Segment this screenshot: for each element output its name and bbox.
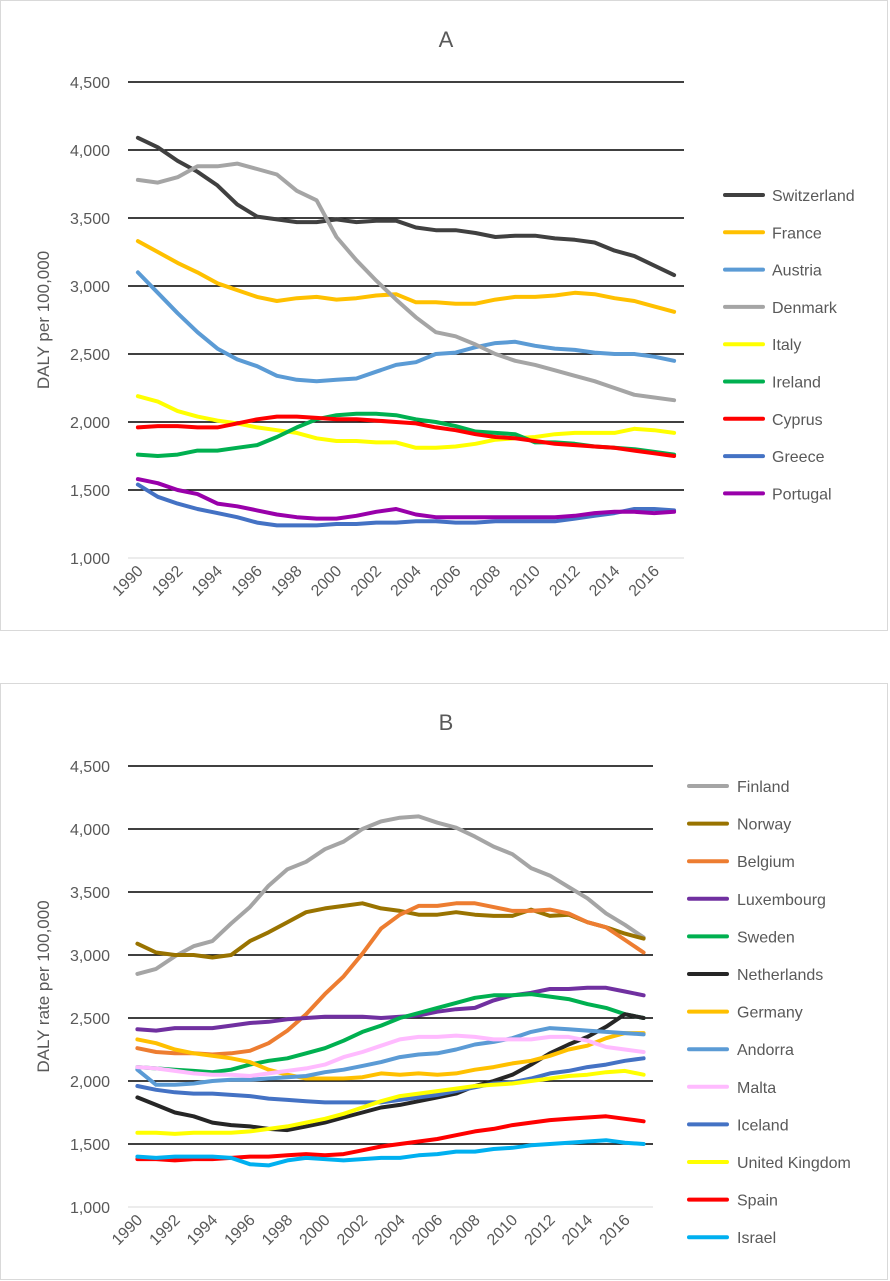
y-tick-label: 3,000 xyxy=(70,948,110,965)
y-tick-label: 3,500 xyxy=(70,885,110,902)
series-line-netherlands xyxy=(135,1012,646,1133)
legend-label-portugal: Portugal xyxy=(772,486,832,503)
x-tick-label: 2006 xyxy=(427,563,464,600)
y-tick-label: 2,500 xyxy=(70,1011,110,1028)
legend-label-italy: Italy xyxy=(772,337,801,354)
legend-label-germany: Germany xyxy=(737,1005,803,1022)
series-line-denmark xyxy=(135,161,677,403)
x-tick-label: 2012 xyxy=(546,563,583,600)
legend-label-greece: Greece xyxy=(772,449,825,466)
series-line-norway xyxy=(135,901,646,960)
x-tick-label: 1998 xyxy=(259,1212,296,1249)
chart-b-title: B xyxy=(439,710,454,735)
legend-label-france: France xyxy=(772,225,822,242)
y-axis-label: DALY per 100,000 xyxy=(34,251,53,389)
series-line-cyprus xyxy=(135,414,677,458)
x-tick-label: 2014 xyxy=(559,1212,596,1249)
chart-b-svg: B DALY rate per 100,000 1,000 1,500 2,000 2,5… xyxy=(34,710,851,1249)
legend-label-norway: Norway xyxy=(737,817,791,834)
y-tick-label: 4,000 xyxy=(70,143,110,160)
y-tick-label: 3,500 xyxy=(70,211,110,228)
x-tick-label: 2000 xyxy=(297,1212,334,1249)
legend-label-ireland: Ireland xyxy=(772,375,821,392)
x-tick-label: 2016 xyxy=(626,563,663,600)
legend-label-luxembourg: Luxembourg xyxy=(737,892,826,909)
legend-label-netherlands: Netherlands xyxy=(737,967,823,984)
x-tick-label: 2008 xyxy=(447,1212,484,1249)
series-line-greece xyxy=(135,482,677,528)
legend-label-austria: Austria xyxy=(772,263,822,280)
chart-b-panel: B DALY rate per 100,000 1,000 1,500 2,000 2,5… xyxy=(0,683,888,1280)
x-tick-label: 2002 xyxy=(334,1212,371,1249)
y-tick-label: 2,000 xyxy=(70,415,110,432)
legend-label-switzerland: Switzerland xyxy=(772,188,855,205)
series-line-sweden xyxy=(135,992,646,1075)
y-tick-label: 4,000 xyxy=(70,822,110,839)
legend-label-united-kingdom: United Kingdom xyxy=(737,1155,851,1172)
legend-label-belgium: Belgium xyxy=(737,854,795,871)
x-tick-label: 1996 xyxy=(222,1212,259,1249)
legend-label-denmark: Denmark xyxy=(772,300,838,317)
series-line-belgium xyxy=(135,901,646,1057)
legend-label-sweden: Sweden xyxy=(737,929,795,946)
x-tick-label: 1994 xyxy=(184,1212,221,1249)
legend-label-cyprus: Cyprus xyxy=(772,412,823,429)
series-line-switzerland xyxy=(135,135,677,278)
series-line-italy xyxy=(135,394,677,450)
x-tick-label: 2012 xyxy=(522,1212,559,1249)
x-tick-label: 1990 xyxy=(109,1212,146,1249)
x-tick-label: 2002 xyxy=(348,563,385,600)
x-tick-label: 2008 xyxy=(467,563,504,600)
y-tick-label: 3,000 xyxy=(70,279,110,296)
series-line-austria xyxy=(135,270,677,384)
legend-label-malta: Malta xyxy=(737,1080,776,1097)
series-line-france xyxy=(135,239,677,314)
y-tick-label: 4,500 xyxy=(70,759,110,776)
y-tick-label: 1,000 xyxy=(70,551,110,568)
x-tick-label: 1990 xyxy=(110,563,147,600)
legend-label-andorra: Andorra xyxy=(737,1042,794,1059)
y-axis-label: DALY rate per 100,000 xyxy=(34,900,53,1072)
legend-label-finland: Finland xyxy=(737,779,789,796)
chart-a-svg: A DALY per 100,000 1,000 1,500 2,000 2,500 3,0… xyxy=(34,27,855,600)
series-line-luxembourg xyxy=(135,985,646,1033)
y-tick-label: 4,500 xyxy=(70,75,110,92)
x-tick-label: 2016 xyxy=(597,1212,634,1249)
x-tick-label: 2004 xyxy=(388,563,425,600)
x-tick-label: 2004 xyxy=(372,1212,409,1249)
series-line-iceland xyxy=(135,1056,646,1105)
legend-label-iceland: Iceland xyxy=(737,1117,789,1134)
chart-a-panel: A DALY per 100,000 1,000 1,500 2,000 2,500 3,0… xyxy=(0,0,888,631)
legend-label-spain: Spain xyxy=(737,1193,778,1210)
x-tick-label: 2010 xyxy=(507,563,544,600)
y-tick-label: 1,000 xyxy=(70,1200,110,1217)
y-tick-label: 2,000 xyxy=(70,1074,110,1091)
y-tick-label: 1,500 xyxy=(70,1137,110,1154)
x-tick-label: 2010 xyxy=(484,1212,521,1249)
x-tick-label: 1992 xyxy=(149,563,186,600)
series-line-israel xyxy=(135,1138,646,1168)
y-tick-label: 2,500 xyxy=(70,347,110,364)
y-tick-label: 1,500 xyxy=(70,483,110,500)
series-line-andorra xyxy=(135,1026,646,1087)
legend-label-israel: Israel xyxy=(737,1230,776,1247)
x-tick-label: 2000 xyxy=(308,563,345,600)
series-line-finland xyxy=(135,814,646,976)
x-tick-label: 1998 xyxy=(268,563,305,600)
x-tick-label: 1994 xyxy=(189,563,226,600)
chart-a-title: A xyxy=(439,27,454,52)
series-line-malta xyxy=(135,1033,646,1078)
series-line-united-kingdom xyxy=(135,1068,646,1136)
x-tick-label: 1992 xyxy=(147,1212,184,1249)
x-tick-label: 1996 xyxy=(229,563,266,600)
x-tick-label: 2014 xyxy=(586,563,623,600)
x-tick-label: 2006 xyxy=(409,1212,446,1249)
series-line-portugal xyxy=(135,477,677,521)
series-line-germany xyxy=(135,1031,646,1081)
